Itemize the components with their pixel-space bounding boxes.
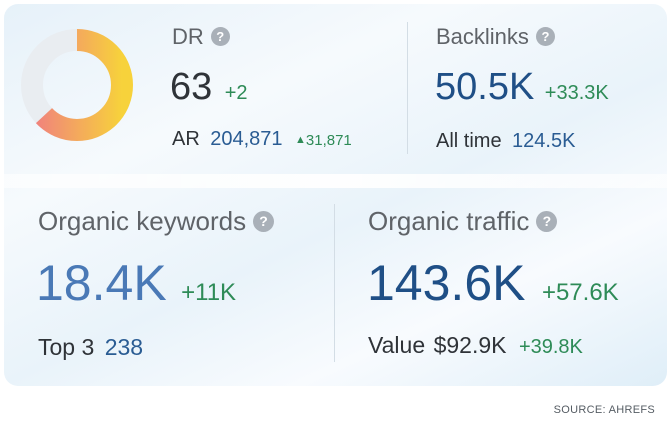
organic-traffic-label: Organic traffic (368, 206, 530, 236)
column-divider-bottom (334, 204, 335, 362)
ar-change: ▲31,871 (295, 132, 352, 149)
backlinks-label-row: Backlinks? (436, 24, 555, 50)
organic-keywords-label: Organic keywords (38, 206, 247, 236)
triangle-up-icon: ▲ (295, 134, 306, 146)
top3-label: Top 3 (38, 334, 95, 360)
dr-donut-chart (21, 29, 133, 141)
dr-label: DR (172, 24, 204, 49)
top3-value[interactable]: 238 (104, 334, 144, 360)
organic-traffic-help-icon[interactable]: ? (536, 211, 558, 232)
backlinks-help-icon[interactable]: ? (535, 27, 555, 46)
backlinks-label: Backlinks (436, 24, 529, 49)
dr-value-row: 63 +2 (170, 66, 248, 109)
backlinks-change: +33.3K (544, 82, 609, 104)
organic-keywords-value[interactable]: 18.4K (36, 255, 167, 311)
backlinks-value-row: 50.5K +33.3K (435, 66, 609, 109)
organic-traffic-value[interactable]: 143.6K (367, 255, 526, 311)
dr-help-icon[interactable]: ? (210, 27, 230, 46)
traffic-value-amount: $92.9K (433, 332, 507, 358)
organic-traffic-sub-row: Value $92.9K +39.8K (368, 332, 583, 359)
dr-change: +2 (224, 82, 248, 104)
backlinks-sub-label: All time (436, 130, 502, 152)
organic-traffic-change: +57.6K (541, 279, 619, 306)
backlinks-sub-row: All time 124.5K (436, 130, 575, 153)
dr-value: 63 (170, 66, 213, 108)
column-divider-top (407, 22, 408, 154)
organic-keywords-value-row: 18.4K +11K (36, 254, 236, 312)
donut-fill (21, 29, 133, 141)
ar-value: 204,871 (210, 128, 283, 150)
dr-label-row: DR? (172, 24, 230, 50)
backlinks-value[interactable]: 50.5K (435, 66, 535, 108)
traffic-value-label: Value (368, 332, 426, 358)
ar-row: AR 204,871 ▲31,871 (172, 128, 352, 151)
organic-keywords-sub-row: Top 3 238 (38, 334, 143, 361)
ar-label: AR (172, 128, 200, 150)
organic-keywords-label-row: Organic keywords? (38, 206, 275, 237)
organic-traffic-label-row: Organic traffic? (368, 206, 558, 237)
row-separator (4, 174, 667, 188)
backlinks-sub-value[interactable]: 124.5K (512, 130, 576, 152)
organic-keywords-help-icon[interactable]: ? (253, 211, 275, 232)
source-credit: SOURCE: AHREFS (553, 404, 655, 416)
organic-keywords-change: +11K (181, 279, 237, 306)
organic-traffic-value-row: 143.6K +57.6K (367, 254, 619, 312)
traffic-value-change: +39.8K (518, 336, 583, 358)
